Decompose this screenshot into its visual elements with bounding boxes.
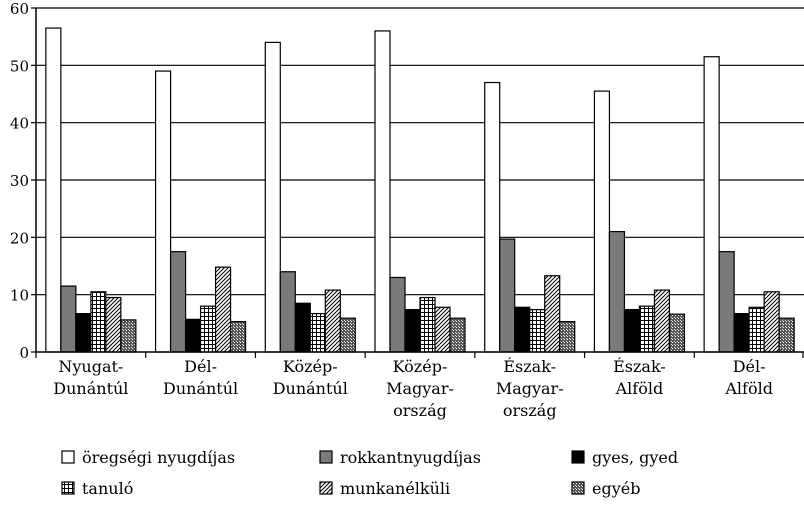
legend-item: rokkantnyugdíjas: [319, 448, 481, 467]
legend-label: munkanélküli: [340, 479, 450, 498]
bar: [703, 56, 720, 353]
bar: [169, 251, 187, 353]
y-tick-label: 40: [10, 115, 29, 133]
x-tick-label: Észak-Magyar-ország: [496, 356, 564, 420]
bar: [763, 291, 780, 353]
bar: [733, 312, 750, 353]
bar: [593, 90, 611, 353]
bar: [668, 313, 686, 353]
bar: [45, 27, 62, 353]
bar: [154, 70, 172, 353]
y-tick-label: 20: [10, 229, 29, 247]
series-3: [75, 302, 750, 353]
axes: 0 10 20 30 40 50 60 Nyugat-Dunántúl Dél-Dunántúl…: [10, 0, 804, 420]
bar: [214, 266, 232, 353]
y-tick-label: 10: [10, 287, 29, 305]
legend-label: öregségi nyugdíjas: [82, 448, 235, 467]
x-tick-label: Nyugat-Dunántúl: [53, 357, 128, 398]
bar: [638, 305, 656, 353]
bar: [718, 251, 735, 353]
bar: [608, 231, 626, 353]
bar: [514, 306, 531, 353]
bar: [623, 308, 641, 353]
bar: [264, 41, 281, 353]
gridlines: [36, 7, 804, 296]
bar: [484, 81, 501, 353]
series-4: [90, 291, 765, 353]
legend-swatch: [319, 450, 333, 464]
bar: [105, 296, 122, 353]
bar: [404, 308, 421, 353]
bar: [324, 289, 341, 353]
series-1: [45, 27, 720, 353]
y-tick-label: 0: [19, 344, 29, 362]
legend: öregségi nyugdíjas rokkantnyugdíjas gyes, …: [61, 448, 678, 498]
bar: [279, 271, 296, 353]
bars: [45, 27, 795, 353]
legend-item: tanuló: [61, 479, 133, 498]
x-tick-label: Közép-Dunántúl: [273, 357, 348, 398]
legend-item: gyes, gyed: [571, 448, 678, 467]
legend-label: gyes, gyed: [592, 448, 678, 467]
legend-swatch: [61, 481, 75, 495]
bar: [449, 317, 466, 353]
bar: [559, 321, 576, 353]
x-tick-label: Közép-Magyar-ország: [386, 357, 454, 420]
bar: [339, 317, 356, 353]
bar: [309, 312, 326, 353]
y-tick-label: 30: [10, 172, 29, 190]
y-tick-label: 60: [10, 0, 29, 18]
series-6: [120, 313, 795, 353]
bar: [75, 312, 92, 353]
bar: [499, 238, 516, 353]
bar: [778, 317, 795, 353]
bar: [419, 296, 436, 353]
legend-item: munkanélküli: [319, 479, 450, 498]
bar: [389, 276, 406, 353]
legend-label: egyéb: [592, 479, 640, 498]
bar: [374, 30, 391, 353]
x-tick-label: Dél-Dunántúl: [163, 357, 238, 398]
bar: [199, 305, 217, 353]
bar: [60, 285, 77, 353]
bar: [90, 291, 107, 353]
bar: [529, 308, 546, 353]
legend-item: egyéb: [571, 479, 640, 498]
bar: [653, 289, 671, 353]
legend-swatch: [571, 481, 585, 495]
bar: [544, 275, 561, 353]
bar: [748, 306, 765, 353]
bar: [120, 319, 137, 353]
bar: [434, 306, 451, 353]
legend-swatch: [319, 481, 333, 495]
legend-item: öregségi nyugdíjas: [61, 448, 235, 467]
x-tick-label: Észak-Alföld: [613, 356, 666, 398]
bar: [229, 321, 247, 353]
y-tick-label: 50: [10, 57, 29, 75]
legend-swatch: [571, 450, 585, 464]
bar: [294, 302, 311, 353]
legend-swatch: [61, 450, 75, 464]
bar: [184, 318, 202, 353]
legend-label: rokkantnyugdíjas: [340, 448, 481, 467]
x-tick-label: Dél-Alföld: [724, 357, 773, 398]
legend-label: tanuló: [82, 479, 133, 498]
series-5: [105, 266, 780, 353]
